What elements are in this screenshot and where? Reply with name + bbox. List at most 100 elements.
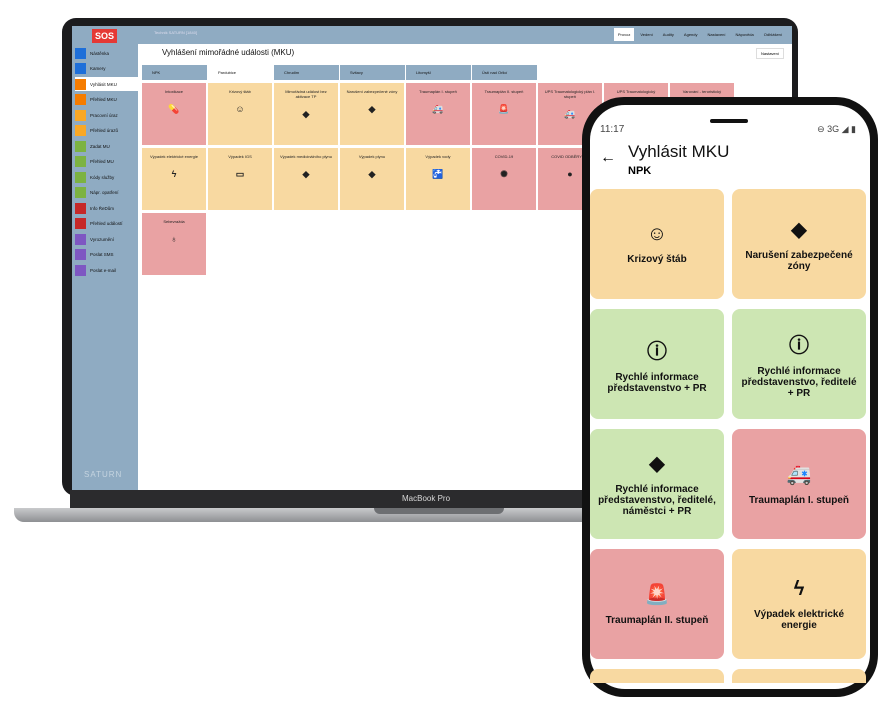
sidebar-item[interactable]: Přehled MKU <box>75 93 138 107</box>
event-tile[interactable]: Výpadek IGS ▭ <box>208 148 272 210</box>
event-tile[interactable] <box>732 669 866 683</box>
tab[interactable]: Pardubice <box>208 65 273 80</box>
event-tile[interactable]: ◆ Rychlé informace představenstvo, ředite… <box>590 429 724 539</box>
sidebar-item[interactable]: Info ŘeDům <box>75 201 138 215</box>
sidebar-item[interactable]: Zadat MU <box>75 139 138 153</box>
tile-icon: ⓘ <box>647 340 667 363</box>
sidebar-icon <box>75 156 86 167</box>
tile-label: COVID ODBĚRY - ... <box>551 154 589 159</box>
tab[interactable]: Litomyšl <box>406 65 471 80</box>
tile-label: Výpadek elektrické energie <box>753 608 845 631</box>
sidebar-icon <box>75 78 86 90</box>
tile-label: Intoxikace <box>164 89 183 94</box>
tile-label: Traumaplán II. stupeň <box>484 89 524 94</box>
event-tile[interactable]: Výpadek vody 🚰 <box>406 148 470 210</box>
event-tile[interactable]: ⓘ Rychlé informace představenstvo + PR <box>590 309 724 419</box>
tile-label: Krizový štáb <box>229 89 251 94</box>
event-tile[interactable]: Sebevražda ♁ <box>142 213 206 275</box>
sidebar-icon <box>75 94 86 105</box>
tile-label: Výpadek IGS <box>228 154 252 159</box>
event-tile[interactable]: Krizový štáb ☺ <box>208 83 272 145</box>
sidebar-item[interactable]: Přehled MU <box>75 155 138 169</box>
sidebar-item-label: Přehled událostí <box>90 221 123 226</box>
event-tile[interactable]: ϟ Výpadek elektrické energie <box>732 549 866 659</box>
tile-label: Rychlé informace představenstvo, ředitel… <box>598 484 716 517</box>
event-tile[interactable]: Intoxikace 💊 <box>142 83 206 145</box>
sidebar-item[interactable]: Kamery <box>75 62 138 76</box>
tab[interactable]: Svitavy <box>340 65 405 80</box>
tile-icon: 💊 <box>168 104 180 114</box>
sidebar-item[interactable]: Nástěnka <box>75 46 138 60</box>
tile-icon: ☺ <box>646 223 668 245</box>
tab[interactable]: Ústí nad Orlicí <box>472 65 537 80</box>
sidebar-item[interactable]: Kódy služby <box>75 170 138 184</box>
tab[interactable]: NPK <box>142 65 207 80</box>
tile-label: Výpadek plynu <box>358 154 386 159</box>
sidebar-icon <box>75 47 86 59</box>
model-label: MacBook Pro <box>402 494 451 503</box>
tile-icon: 🚰 <box>432 169 444 179</box>
tile-icon: 🚑 <box>786 464 812 486</box>
tile-icon: ◆ <box>368 104 376 114</box>
event-tile[interactable]: 🚑 Traumaplán I. stupeň <box>732 429 866 539</box>
logo: SOS <box>92 29 118 43</box>
tile-icon: ▭ <box>235 169 245 179</box>
event-tile[interactable]: Traumaplán I. stupeň 🚑 <box>406 83 470 145</box>
tile-icon: ϟ <box>793 577 805 600</box>
tile-icon: ◆ <box>791 218 807 241</box>
tile-icon: ϟ <box>171 169 177 179</box>
tab[interactable]: Chrudim <box>274 65 339 80</box>
tile-label: Sebevražda <box>163 219 185 224</box>
user-label: Technik SATURN [1840] <box>154 30 198 35</box>
sidebar-icon <box>75 109 86 121</box>
tile-icon: ⓘ <box>789 335 809 357</box>
sidebar-item[interactable]: Poslat e-mail <box>75 263 138 277</box>
nav-item[interactable]: Vedení <box>640 32 653 37</box>
sidebar-item[interactable]: Nápr. opatření <box>75 186 138 200</box>
tile-label: UPS Traumatologický <box>616 89 656 94</box>
nav-item[interactable]: Audity <box>662 32 674 37</box>
sidebar-icon <box>75 63 86 74</box>
back-arrow-icon[interactable]: ← <box>600 149 616 166</box>
tile-label: Traumaplán I. stupeň <box>748 495 850 506</box>
sidebar-item-label: Kódy služby <box>90 174 115 180</box>
phone-subtitle: NPK <box>628 165 652 177</box>
phone-screen: 11:17 ⊖ 3G ◢ ▮ ← Vyhlásit MKU NPK ☺ Krizo… <box>590 105 870 689</box>
brand: SATURN <box>84 470 123 479</box>
event-tile[interactable]: Mimořádná událost bez aktivace TP ◆ <box>274 83 338 145</box>
tile-icon: ◆ <box>302 169 310 179</box>
event-tile[interactable]: Výpadek medicinálního plynu ◆ <box>274 148 338 210</box>
nav-item[interactable]: Agendy <box>683 32 698 37</box>
sidebar-item-label: Přehled úrazů <box>90 128 119 133</box>
tile-icon: ☺ <box>235 104 245 114</box>
sidebar-item[interactable]: Přehled úrazů <box>75 124 138 138</box>
event-tile[interactable]: Narušení zabezpečené zóny ◆ <box>340 83 404 145</box>
event-tile[interactable]: ◆ Narušení zabezpečené zóny <box>732 189 866 299</box>
event-tile[interactable]: ☺ Krizový štáb <box>590 189 724 299</box>
nav-item[interactable]: Provoz <box>613 28 635 41</box>
sidebar-item[interactable]: Vyrozumění <box>75 232 138 246</box>
sidebar-icon <box>75 171 86 183</box>
tile-label: Varování - teroristický <box>682 89 722 94</box>
sidebar-item[interactable]: Poslat SMS <box>75 248 138 262</box>
event-tile[interactable]: 🚨 Traumaplán II. stupeň <box>590 549 724 659</box>
tile-label: Rychlé informace představenstvo + PR <box>607 371 707 394</box>
sidebar-item[interactable]: Pracovní úraz <box>75 108 138 122</box>
tabs: NPK Pardubice Chrudim Svitavy Litomyšl Ústí n… <box>142 65 537 80</box>
event-tile[interactable]: ⓘ Rychlé informace představenstvo, ředite… <box>732 309 866 419</box>
sidebar-item-label: Vyrozumění <box>90 236 114 242</box>
event-tile[interactable]: Výpadek elektrické energie ϟ <box>142 148 206 210</box>
tile-icon: ♁ <box>170 234 178 244</box>
nav-item[interactable]: Odhlášení <box>763 32 782 37</box>
sidebar-icon <box>75 249 86 260</box>
event-tile[interactable]: COVID-19 ✺ <box>472 148 536 210</box>
nav-item[interactable]: Nastavení <box>707 32 726 37</box>
event-tile[interactable]: Výpadek plynu ◆ <box>340 148 404 210</box>
sidebar-item[interactable]: Přehled událostí <box>75 217 138 231</box>
event-tile[interactable] <box>590 669 724 683</box>
tile-label: Mimořádná událost bez aktivace TP <box>285 89 327 99</box>
nav-item[interactable]: Nápověda <box>735 32 754 37</box>
event-tile[interactable]: Traumaplán II. stupeň 🚨 <box>472 83 536 145</box>
sidebar-item[interactable]: Vyhlásit MKU <box>75 77 138 91</box>
settings-button[interactable]: Nastavení <box>755 48 784 59</box>
